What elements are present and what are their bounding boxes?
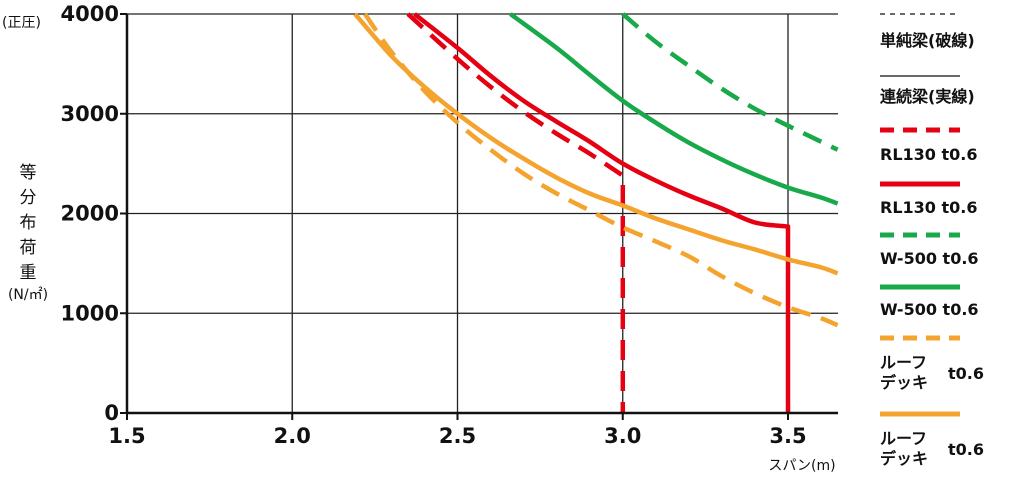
legend-label: W-500 t0.6 <box>880 249 979 268</box>
y-tick-label: 4000 <box>61 2 119 26</box>
y-tick-label: 1000 <box>61 301 119 325</box>
series-line-rl130-simple <box>406 12 626 413</box>
legend-label: RL130 t0.6 <box>880 145 977 164</box>
legend: 単純梁(破線) 連続梁(実線) RL130 t0.6 RL130 t0.6 W-500 … <box>880 13 984 468</box>
legend-label: W-500 t0.6 <box>880 300 979 319</box>
legend-label-suffix: t0.6 <box>948 440 984 459</box>
x-tick-label: 1.5 <box>108 424 145 448</box>
legend-label-line1: ルーフ <box>880 353 927 372</box>
x-tick-label: 2.5 <box>439 424 476 448</box>
x-tick-label: 3.0 <box>604 424 641 448</box>
legend-label-line2: デッキ <box>880 449 928 468</box>
y-axis-label-char-1: 等 <box>20 163 37 183</box>
legend-label-suffix: t0.6 <box>948 364 984 383</box>
y-top-note: (正圧) <box>2 15 41 31</box>
legend-label: 連続梁(実線) <box>880 87 975 106</box>
legend-label-line2: デッキ <box>880 373 928 392</box>
y-axis-label-char-2: 分 <box>20 188 37 208</box>
y-axis-unit: (N/㎡) <box>8 287 48 303</box>
series-line-roofdeck-simple <box>363 12 839 328</box>
x-axis-label: スパン(m) <box>768 458 835 474</box>
series-line-rl130-continuous <box>413 12 791 413</box>
series-line-roofdeck-continuous <box>353 12 839 276</box>
x-tick-label: 3.5 <box>769 424 806 448</box>
series-line-w500-continuous <box>509 12 839 206</box>
series-line-w500-simple <box>621 12 839 152</box>
legend-label-line1: ルーフ <box>880 429 927 448</box>
y-axis-label-char-5: 重 <box>20 263 37 283</box>
series-lines <box>353 12 839 413</box>
y-axis-label-char-4: 荷 <box>20 238 37 258</box>
y-axis-label: 等 分 布 荷 重 <box>20 163 37 283</box>
tick-labels: 0 1000 2000 3000 4000 1.5 2.0 2.5 3.0 3.5 <box>61 2 807 448</box>
legend-label: 単純梁(破線) <box>880 31 975 50</box>
y-tick-label: 0 <box>104 401 119 425</box>
y-axis-label-char-3: 布 <box>20 213 37 233</box>
axes <box>120 13 838 420</box>
y-tick-label: 3000 <box>61 102 119 126</box>
legend-label: RL130 t0.6 <box>880 198 977 217</box>
grid <box>127 13 838 413</box>
y-tick-label: 2000 <box>61 202 119 226</box>
x-tick-label: 2.0 <box>274 424 311 448</box>
